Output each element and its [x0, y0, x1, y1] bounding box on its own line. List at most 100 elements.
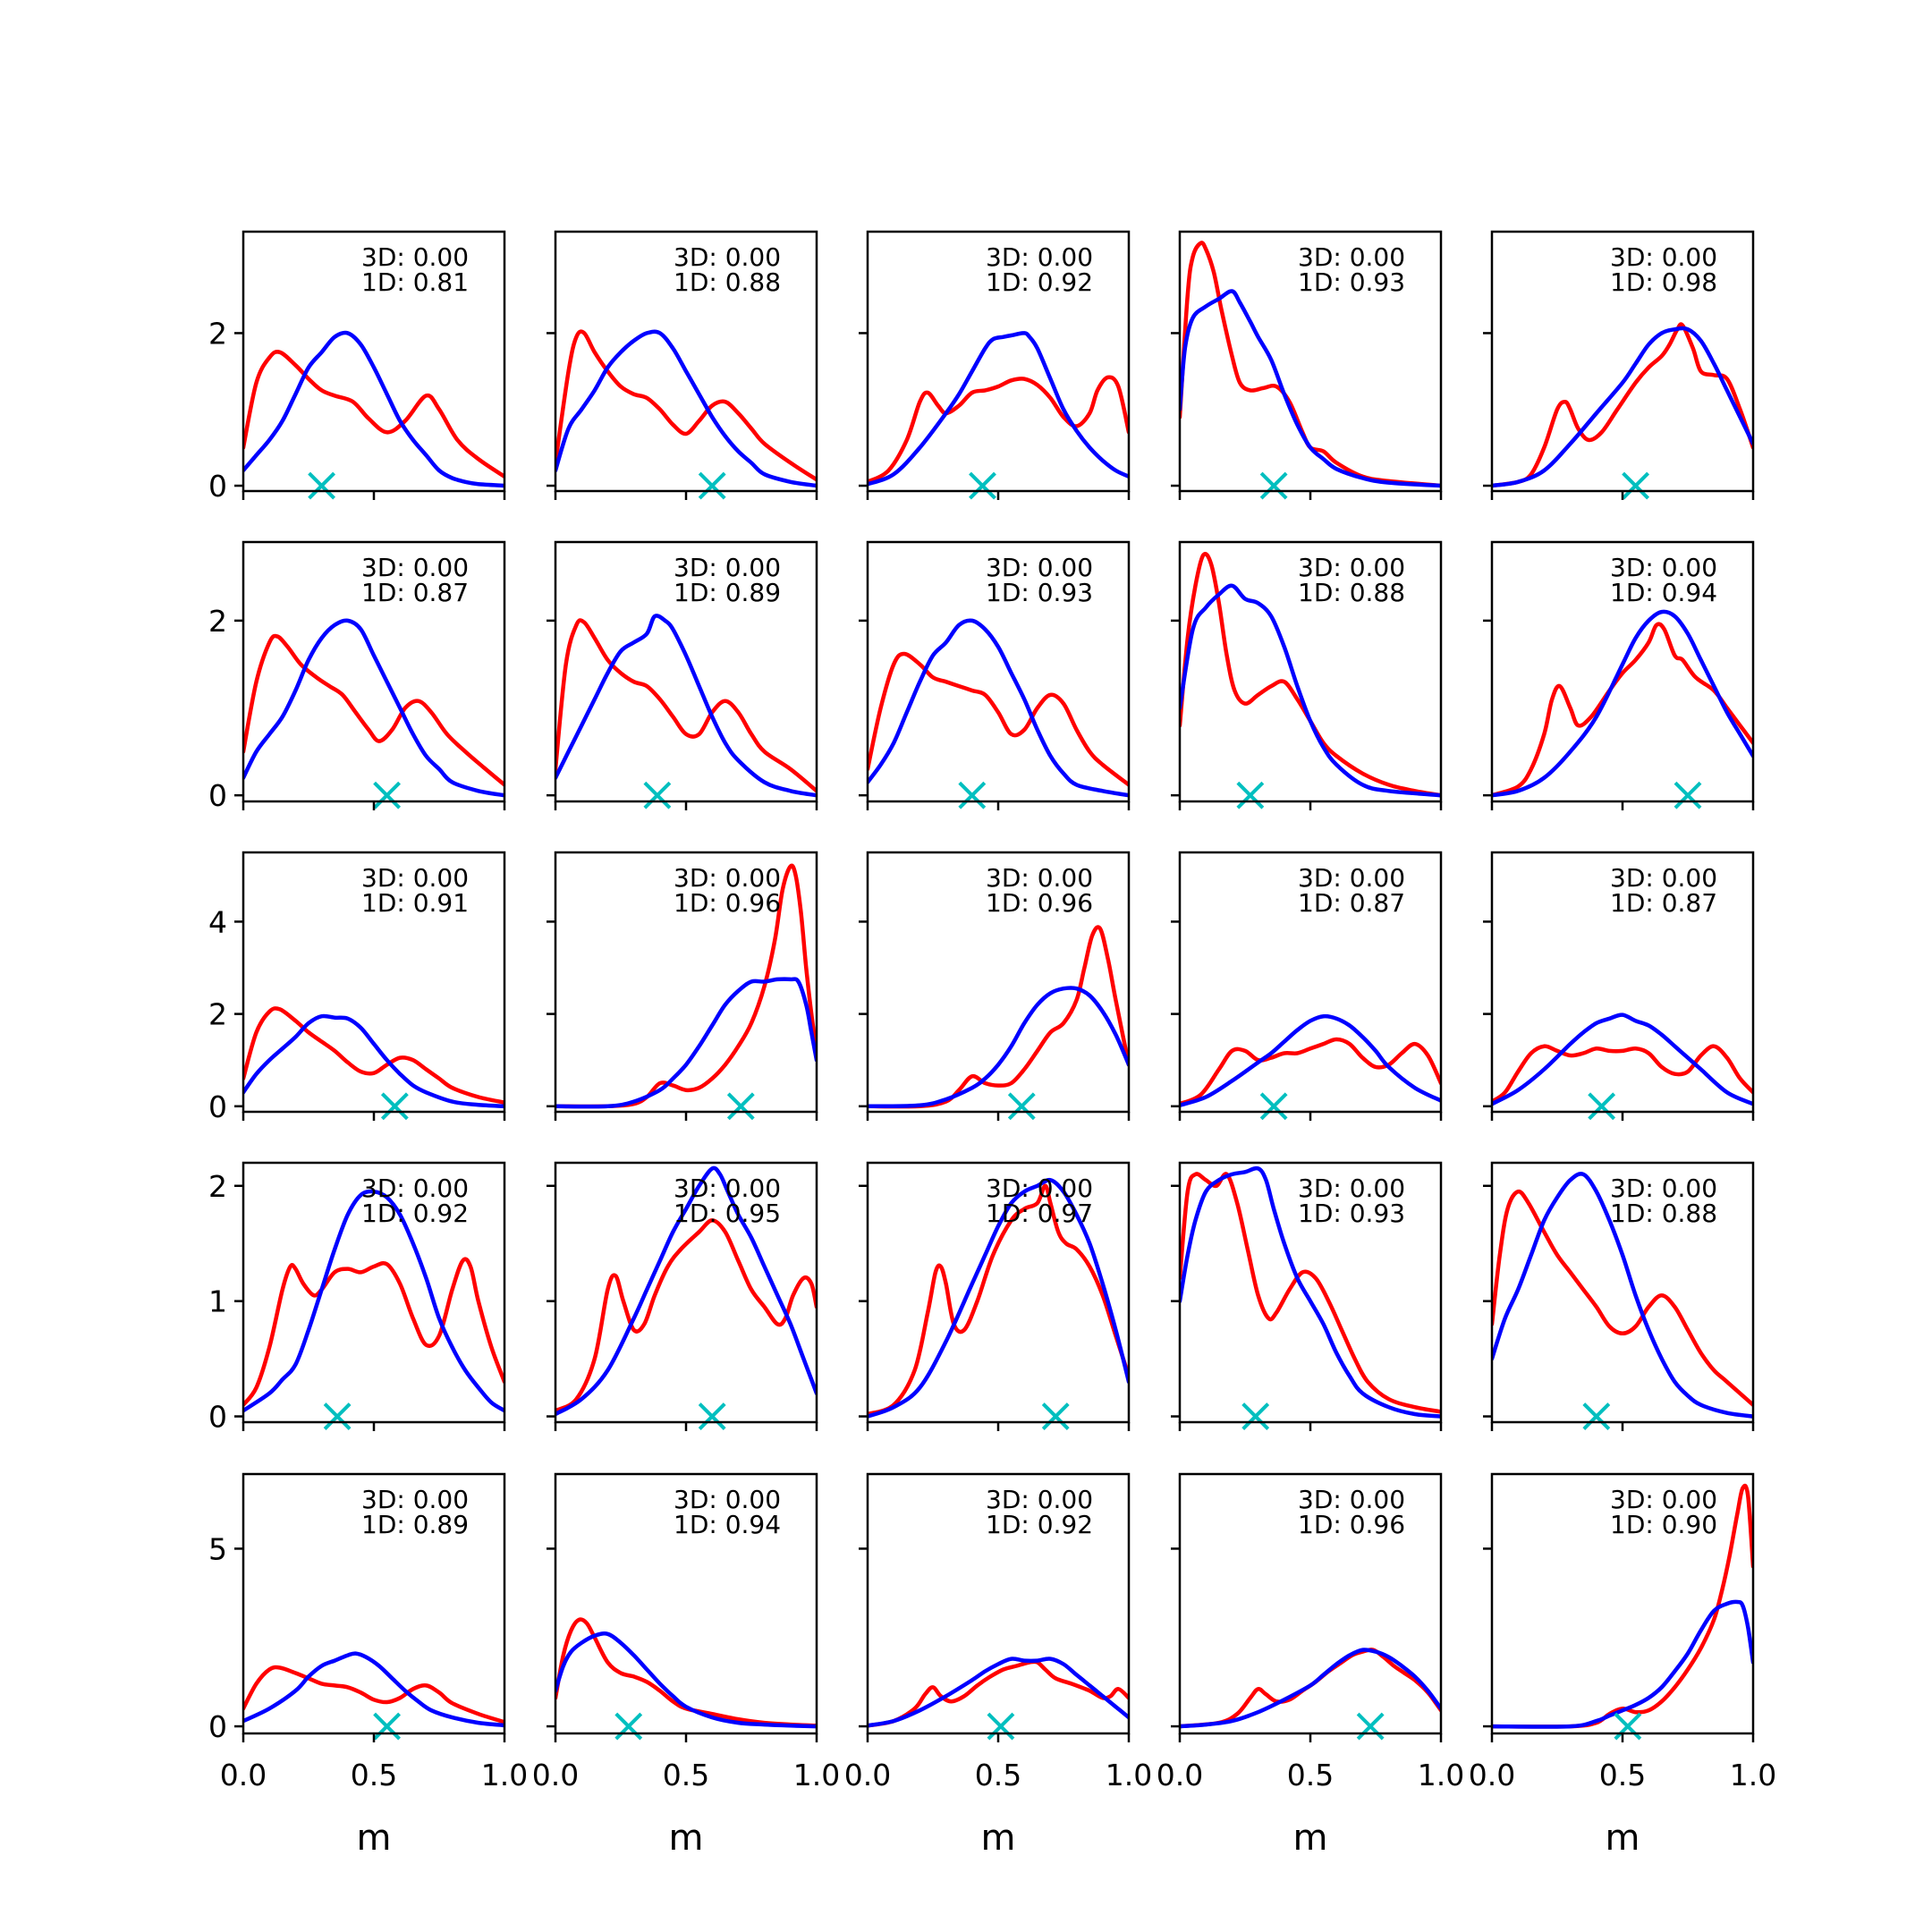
blue-series-line [1180, 1165, 1441, 1419]
reference-marker [1041, 1402, 1070, 1430]
score-3d-label: 3D: 0.00 [986, 1485, 1093, 1514]
blue-series-line [555, 614, 817, 798]
score-1d-label: 1D: 0.87 [1298, 888, 1405, 918]
reference-marker [323, 1402, 352, 1430]
reference-marker [1241, 1402, 1270, 1430]
blue-series-line [1180, 583, 1441, 798]
reference-marker [308, 471, 336, 500]
score-1d-label: 1D: 0.92 [986, 1510, 1093, 1539]
score-1d-label: 1D: 0.93 [1298, 267, 1405, 297]
red-series-line [1180, 1648, 1441, 1729]
red-series-line [243, 350, 504, 479]
x-axis-label: m [1293, 1818, 1328, 1859]
y-tick-label: 0 [208, 778, 227, 813]
red-series-line [555, 618, 817, 793]
score-1d-label: 1D: 0.88 [674, 267, 781, 297]
score-1d-label: 1D: 0.93 [1298, 1199, 1405, 1228]
reference-marker [969, 471, 996, 500]
score-3d-label: 3D: 0.00 [674, 1174, 781, 1203]
score-1d-label: 1D: 0.97 [986, 1199, 1093, 1228]
x-tick-label: 0.5 [1287, 1758, 1334, 1792]
score-3d-label: 3D: 0.00 [361, 1485, 469, 1514]
y-tick-label: 2 [208, 1169, 227, 1204]
score-3d-label: 3D: 0.00 [674, 863, 781, 893]
reference-marker [698, 1402, 726, 1430]
reference-marker [1622, 471, 1650, 500]
reference-marker [373, 781, 402, 809]
score-3d-label: 3D: 0.00 [674, 553, 781, 582]
score-3d-label: 3D: 0.00 [361, 553, 469, 582]
red-series-line [1180, 1037, 1441, 1106]
y-tick-label: 2 [208, 316, 227, 351]
red-series-line [243, 1665, 504, 1724]
red-series-line [1180, 241, 1441, 488]
y-tick-label: 0 [208, 469, 227, 504]
blue-series-line [243, 1651, 504, 1728]
blue-series-line [1180, 289, 1441, 488]
score-1d-label: 1D: 0.96 [986, 888, 1093, 918]
y-tick-label: 2 [208, 997, 227, 1032]
blue-series-line [868, 1177, 1129, 1419]
red-series-line [555, 329, 817, 482]
reference-marker [1582, 1402, 1611, 1430]
score-3d-label: 3D: 0.00 [1610, 1174, 1717, 1203]
score-3d-label: 3D: 0.00 [1298, 1485, 1405, 1514]
blue-series-line [868, 618, 1129, 798]
red-series-line [243, 1006, 504, 1105]
red-series-line [1492, 622, 1753, 798]
x-axis-label: m [357, 1818, 392, 1859]
blue-series-line [868, 1657, 1129, 1728]
reference-marker [987, 1712, 1015, 1741]
score-1d-label: 1D: 0.87 [1610, 888, 1717, 918]
score-1d-label: 1D: 0.94 [674, 1510, 781, 1539]
y-tick-label: 4 [208, 904, 227, 939]
score-1d-label: 1D: 0.96 [674, 888, 781, 918]
score-3d-label: 3D: 0.00 [361, 242, 469, 272]
red-series-line [1492, 1189, 1753, 1407]
score-1d-label: 1D: 0.93 [986, 578, 1093, 607]
reference-marker [1674, 781, 1702, 809]
blue-series-line [243, 618, 504, 798]
reference-marker [380, 1092, 409, 1121]
score-1d-label: 1D: 0.90 [1610, 1510, 1717, 1539]
score-3d-label: 3D: 0.00 [986, 242, 1093, 272]
score-1d-label: 1D: 0.81 [361, 267, 469, 297]
x-axis-label: m [669, 1818, 704, 1859]
score-1d-label: 1D: 0.88 [1610, 1199, 1717, 1228]
red-series-line [1492, 1044, 1753, 1104]
blue-series-line [243, 1013, 504, 1109]
y-tick-label: 1 [208, 1284, 227, 1319]
score-3d-label: 3D: 0.00 [1298, 863, 1405, 893]
x-tick-label: 1.0 [481, 1758, 528, 1792]
score-3d-label: 3D: 0.00 [986, 1174, 1093, 1203]
reference-marker [643, 781, 672, 809]
blue-series-line [243, 330, 504, 488]
score-1d-label: 1D: 0.91 [361, 888, 469, 918]
x-tick-label: 0.5 [663, 1758, 709, 1792]
reference-marker [726, 1092, 755, 1121]
blue-series-line [555, 1165, 817, 1417]
blue-series-line [1492, 326, 1753, 488]
reference-marker [958, 781, 987, 809]
blue-series-line [555, 1631, 817, 1729]
score-1d-label: 1D: 0.95 [674, 1199, 781, 1228]
score-3d-label: 3D: 0.00 [1610, 553, 1717, 582]
red-series-line [1180, 1172, 1441, 1414]
y-tick-label: 0 [208, 1709, 227, 1744]
